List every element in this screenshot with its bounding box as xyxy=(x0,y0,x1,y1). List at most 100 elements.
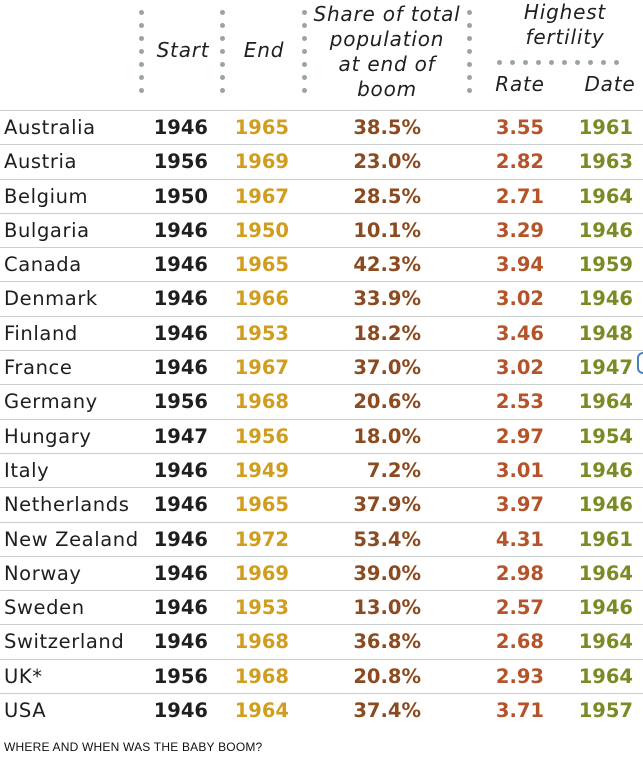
end-year-cell: 1968 xyxy=(234,664,289,688)
end-year-cell: 1968 xyxy=(234,630,289,654)
start-year-cell: 1956 xyxy=(153,664,208,688)
start-year-cell: 1946 xyxy=(153,458,208,482)
fertility-rate-cell: 2.53 xyxy=(495,390,544,414)
country-cell: Bulgaria xyxy=(4,218,90,242)
table-row: Hungary 1947 1956 18.0% 2.97 1954 xyxy=(0,418,643,453)
end-year-cell: 1965 xyxy=(234,493,289,517)
header-separator-1 xyxy=(139,10,145,101)
country-cell: Canada xyxy=(4,253,82,277)
fertility-date-cell: 1954 xyxy=(578,424,633,448)
start-year-cell: 1946 xyxy=(153,287,208,311)
start-year-cell: 1946 xyxy=(153,356,208,380)
end-year-cell: 1953 xyxy=(234,321,289,345)
fertility-rate-cell: 2.93 xyxy=(495,664,544,688)
fertility-rate-cell: 2.82 xyxy=(495,150,544,174)
start-year-cell: 1946 xyxy=(153,116,208,139)
country-cell: Switzerland xyxy=(4,630,125,654)
start-year-cell: 1946 xyxy=(153,561,208,585)
header-share: Share of total population at end of boom xyxy=(312,2,462,102)
fertility-date-cell: 1946 xyxy=(578,493,633,517)
country-cell: Netherlands xyxy=(4,493,130,517)
header-separator-4 xyxy=(467,10,473,101)
start-year-cell: 1946 xyxy=(153,699,208,723)
fertility-date-cell: 1947 xyxy=(578,356,633,380)
header-share-line-1: Share of total xyxy=(313,2,461,26)
population-share-cell: 23.0% xyxy=(353,150,421,174)
header-separator-2 xyxy=(220,10,226,101)
population-share-cell: 7.2% xyxy=(366,458,421,482)
table-row: Switzerland 1946 1968 36.8% 2.68 1964 xyxy=(0,624,643,658)
table-row: Austria 1956 1969 23.0% 2.82 1963 xyxy=(0,144,643,178)
header-end: End xyxy=(243,38,285,62)
fertility-date-cell: 1948 xyxy=(578,321,633,345)
fertility-date-cell: 1961 xyxy=(578,116,633,139)
table-row: France 1946 1967 37.0% 3.02 1947 xyxy=(0,350,643,384)
fertility-rate-cell: 3.01 xyxy=(495,458,544,482)
start-year-cell: 1956 xyxy=(153,390,208,414)
end-year-cell: 1950 xyxy=(234,218,289,242)
header-share-line-2: population xyxy=(329,27,445,51)
fertility-rate-cell: 3.55 xyxy=(495,116,544,139)
fertility-rate-cell: 2.68 xyxy=(495,630,544,654)
start-year-cell: 1946 xyxy=(153,630,208,654)
country-cell: Norway xyxy=(4,561,82,585)
header-highest-line-2: fertility xyxy=(525,25,605,49)
header-date: Date xyxy=(584,72,636,96)
country-cell: USA xyxy=(4,699,47,723)
fertility-date-cell: 1957 xyxy=(578,699,633,723)
population-share-cell: 28.5% xyxy=(353,184,421,208)
end-year-cell: 1965 xyxy=(234,253,289,277)
end-year-cell: 1965 xyxy=(234,116,289,139)
table-row: New Zealand 1946 1972 53.4% 4.31 1961 xyxy=(0,521,643,556)
table-row: Australia 1946 1965 38.5% 3.55 1961 xyxy=(0,110,643,144)
header-rate: Rate xyxy=(495,72,545,96)
data-table: Australia 1946 1965 38.5% 3.55 1961 Austria 195… xyxy=(0,110,643,727)
table-row: Sweden 1946 1953 13.0% 2.57 1946 xyxy=(0,590,643,624)
caption: WHERE AND WHEN WAS THE BABY BOOM? xyxy=(4,740,263,754)
end-year-cell: 1967 xyxy=(234,184,289,208)
start-year-cell: 1946 xyxy=(153,321,208,345)
end-year-cell: 1968 xyxy=(234,390,289,414)
table-row: Bulgaria 1946 1950 10.1% 3.29 1946 xyxy=(0,212,643,247)
population-share-cell: 36.8% xyxy=(353,630,421,654)
header-start: Start xyxy=(156,38,210,62)
header-separator-3 xyxy=(302,10,308,101)
fertility-date-cell: 1964 xyxy=(578,630,633,654)
population-share-cell: 42.3% xyxy=(353,253,421,277)
population-share-cell: 13.0% xyxy=(353,596,421,620)
population-share-cell: 10.1% xyxy=(353,218,421,242)
start-year-cell: 1950 xyxy=(153,184,208,208)
fertility-rate-cell: 2.57 xyxy=(495,596,544,620)
table-row: Italy 1946 1949 7.2% 3.01 1946 xyxy=(0,452,643,487)
country-cell: Austria xyxy=(4,150,78,174)
country-cell: France xyxy=(4,356,73,380)
start-year-cell: 1946 xyxy=(153,527,208,551)
fertility-rate-cell: 3.29 xyxy=(495,218,544,242)
fertility-date-cell: 1963 xyxy=(578,150,633,174)
start-year-cell: 1947 xyxy=(153,424,208,448)
fertility-rate-cell: 3.71 xyxy=(495,699,544,723)
population-share-cell: 37.9% xyxy=(353,493,421,517)
country-cell: Denmark xyxy=(4,287,98,311)
edge-handle[interactable] xyxy=(637,352,643,374)
fertility-rate-cell: 3.94 xyxy=(495,253,544,277)
population-share-cell: 18.2% xyxy=(353,321,421,345)
fertility-rate-cell: 3.02 xyxy=(495,287,544,311)
header-share-line-4: boom xyxy=(357,77,417,101)
table-row: USA 1946 1964 37.4% 3.71 1957 xyxy=(0,693,643,727)
population-share-cell: 33.9% xyxy=(353,287,421,311)
table-row: Norway 1946 1969 39.0% 2.98 1964 xyxy=(0,555,643,590)
fertility-date-cell: 1961 xyxy=(578,527,633,551)
table-row: Netherlands 1946 1965 37.9% 3.97 1946 xyxy=(0,487,643,521)
fertility-date-cell: 1959 xyxy=(578,253,633,277)
start-year-cell: 1946 xyxy=(153,253,208,277)
header-highest-fertility: Highest fertility xyxy=(495,0,635,50)
population-share-cell: 39.0% xyxy=(353,561,421,585)
fertility-date-cell: 1964 xyxy=(578,390,633,414)
end-year-cell: 1964 xyxy=(234,699,289,723)
start-year-cell: 1946 xyxy=(153,493,208,517)
population-share-cell: 37.4% xyxy=(353,699,421,723)
table-row: Belgium 1950 1967 28.5% 2.71 1964 xyxy=(0,178,643,213)
end-year-cell: 1949 xyxy=(234,458,289,482)
header-share-line-3: at end of xyxy=(338,52,436,76)
